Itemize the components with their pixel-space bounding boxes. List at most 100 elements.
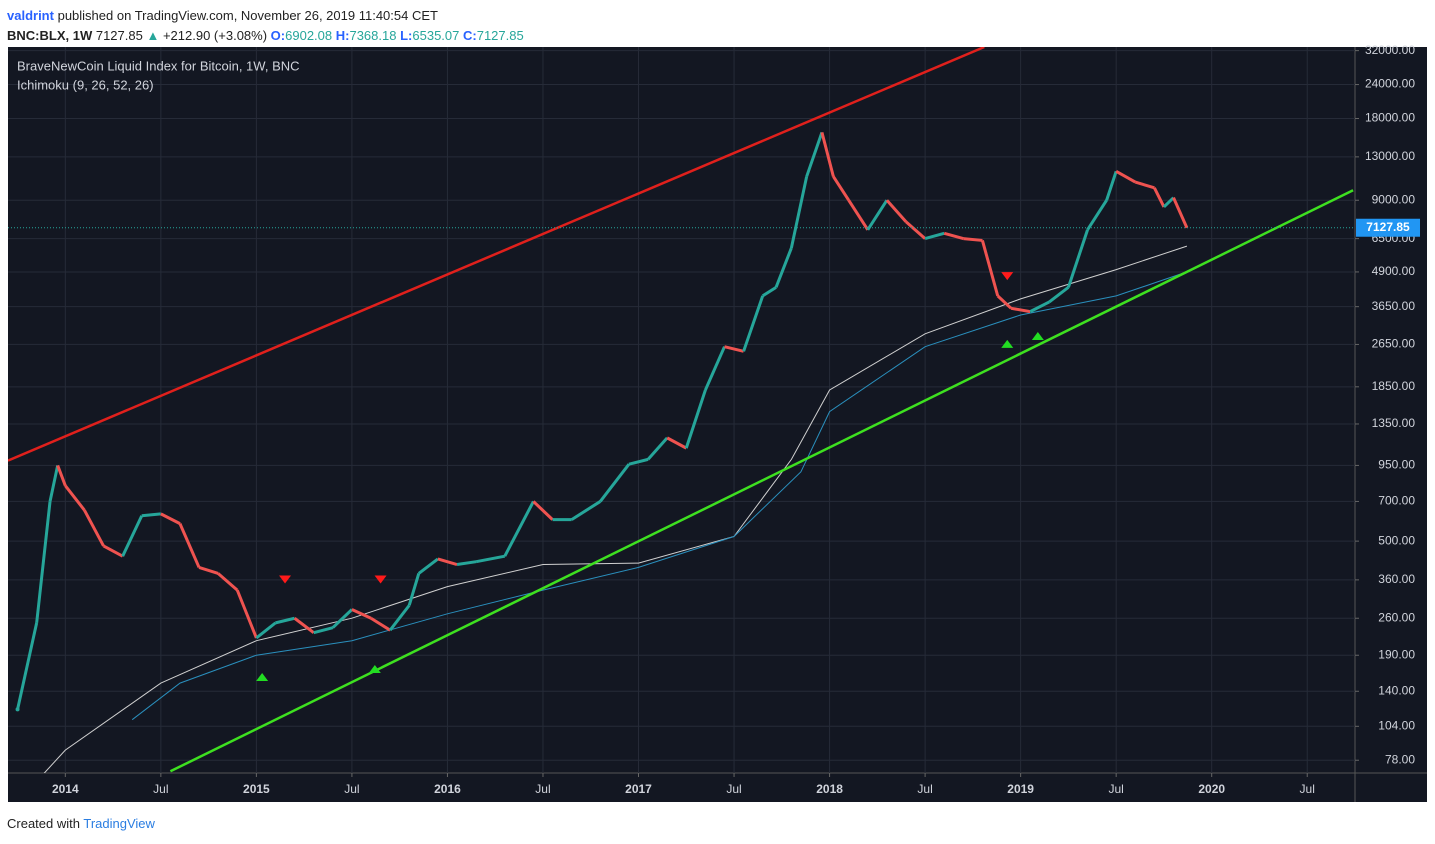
last-price-tag	[1356, 218, 1420, 237]
price-segment	[599, 463, 631, 503]
price-segment	[996, 294, 1013, 310]
y-tick-label: 1350.00	[1372, 416, 1416, 430]
signal-marker	[1001, 339, 1014, 348]
y-tick-label: 3650.00	[1372, 299, 1416, 313]
y-tick-label: 360.00	[1378, 572, 1415, 586]
price-segment	[121, 515, 144, 557]
price: 7127.85	[95, 28, 143, 43]
price-segment	[388, 604, 411, 632]
y-tick-label: 13000.00	[1365, 149, 1415, 163]
price-segment	[570, 500, 602, 521]
x-tick-label: 2016	[434, 782, 461, 796]
signal-marker	[1031, 332, 1044, 341]
author[interactable]: valdrint	[7, 8, 54, 23]
y-tick-label: 500.00	[1378, 533, 1415, 547]
price-segment	[16, 622, 39, 710]
price-segment	[1134, 180, 1155, 190]
signal-marker	[279, 575, 292, 584]
x-tick-label: Jul	[917, 782, 932, 796]
brand[interactable]: TradingView	[83, 816, 155, 831]
price-segment	[370, 616, 391, 632]
x-tick-label: Jul	[344, 782, 359, 796]
price-segment	[963, 237, 983, 242]
y-tick-label: 9000.00	[1372, 192, 1416, 206]
price-segment	[866, 199, 889, 231]
price-segment	[943, 231, 964, 241]
x-tick-label: 2018	[816, 782, 843, 796]
price-segment	[456, 560, 477, 567]
price-segment	[48, 465, 60, 502]
price-segment	[1162, 196, 1175, 209]
price-segment	[35, 501, 52, 624]
y-tick-label: 700.00	[1378, 494, 1415, 508]
price-segment	[407, 573, 421, 606]
grid	[8, 47, 1355, 773]
ohlc-label: L:	[400, 28, 413, 43]
trend-line	[8, 47, 985, 462]
y-tick-label: 2650.00	[1372, 337, 1416, 351]
trend-line	[43, 245, 1188, 773]
header: valdrint published on TradingView.com, N…	[7, 6, 524, 46]
ohlc-label: O:	[270, 28, 286, 43]
price-segment	[503, 500, 535, 557]
header-quote: BNC:BLX, 1W 7127.85 ▲ +212.90 (+3.08%) O…	[7, 26, 524, 46]
x-tick-label: Jul	[153, 782, 168, 796]
ohlc-label: C:	[463, 28, 477, 43]
y-tick-label: 18000.00	[1365, 111, 1415, 125]
price-segment	[160, 512, 181, 525]
price-segment	[102, 544, 124, 558]
published: published on TradingView.com, November 2…	[57, 8, 438, 23]
ohlc-value: 7368.18	[349, 28, 397, 43]
price-segment	[141, 512, 161, 518]
x-tick-label: 2014	[52, 782, 79, 796]
x-tick-label: 2020	[1198, 782, 1225, 796]
signal-marker	[256, 672, 269, 681]
x-tick-label: Jul	[1108, 782, 1123, 796]
price-segment	[56, 464, 67, 487]
price-segment	[724, 345, 744, 353]
plot	[8, 47, 1355, 773]
price-segment	[313, 626, 334, 635]
price-segment	[628, 457, 649, 466]
price-segment	[64, 484, 86, 512]
price-segment	[774, 247, 793, 288]
trend-line	[169, 189, 1354, 773]
price-segment	[178, 523, 201, 569]
price-segment	[1105, 170, 1118, 201]
price-segment	[275, 616, 295, 625]
price-segment	[832, 175, 850, 202]
x-tick-label: Jul	[1300, 782, 1315, 796]
signal-marker	[374, 575, 387, 584]
price-segment	[1048, 286, 1070, 304]
price-segment	[83, 509, 105, 547]
x-tick-label: Jul	[535, 782, 550, 796]
price-segment	[704, 346, 726, 391]
chart-title: BraveNewCoin Liquid Index for Bitcoin, 1…	[17, 58, 300, 73]
price-segment	[351, 608, 372, 620]
price-segment	[417, 557, 439, 575]
ohlc-value: 6902.08	[285, 28, 333, 43]
y-tick-label: 950.00	[1378, 458, 1415, 472]
ohlc-label: H:	[335, 28, 350, 43]
price-segment	[924, 231, 945, 241]
y-tick-label: 1850.00	[1372, 379, 1416, 393]
price-segment	[820, 132, 835, 177]
price-segment	[1066, 229, 1089, 288]
price-segment	[475, 554, 506, 564]
price-segment	[293, 617, 315, 634]
change: +212.90 (+3.08%)	[162, 28, 268, 43]
chart-subtitle: Ichimoku (9, 26, 52, 26)	[17, 77, 154, 92]
price-segment	[847, 199, 870, 231]
y-tick-label: 260.00	[1378, 610, 1415, 624]
price-segment	[742, 295, 765, 352]
price-segment	[789, 176, 809, 249]
axes: 78.00 104.00 140.00 190.00 260.00 360.00 500.0…	[52, 43, 1420, 796]
arrow: ▲	[146, 28, 160, 43]
price-segment	[235, 589, 258, 639]
symbol: BNC:BLX, 1W	[7, 28, 93, 43]
ohlc-value: 7127.85	[476, 28, 524, 43]
trend-line	[131, 271, 1188, 721]
price-segment	[198, 566, 219, 575]
